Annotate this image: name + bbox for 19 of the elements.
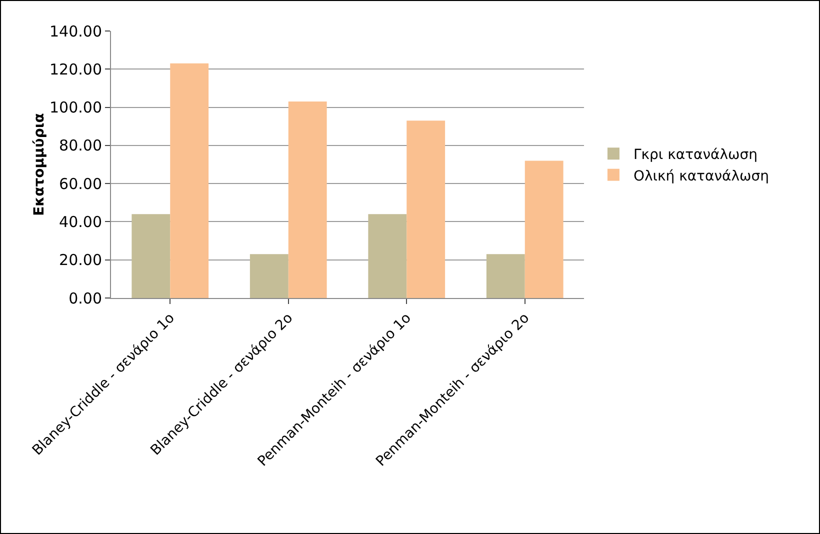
y-tick-label: 100.00 (50, 98, 102, 117)
bar (288, 102, 327, 298)
bar (486, 254, 525, 298)
y-tick-label: 20.00 (59, 251, 102, 270)
y-axis-title: Εκατομμύρια (32, 112, 48, 216)
bar (170, 63, 209, 298)
legend-label: Γκρι κατανάλωση (633, 147, 758, 164)
y-tick-label: 80.00 (59, 136, 102, 155)
bar (368, 214, 407, 298)
y-tick-label: 120.00 (50, 60, 102, 78)
y-tick-label: 140.00 (50, 22, 102, 40)
y-tick-label: 60.00 (59, 174, 102, 193)
bar (524, 160, 564, 298)
legend-label: Ολική κατανάλωση (633, 168, 770, 184)
y-tick-label: 0.00 (68, 289, 102, 308)
bar (132, 214, 170, 298)
bar (406, 120, 446, 298)
bar (250, 254, 288, 298)
y-tick-label: 40.00 (59, 212, 102, 231)
